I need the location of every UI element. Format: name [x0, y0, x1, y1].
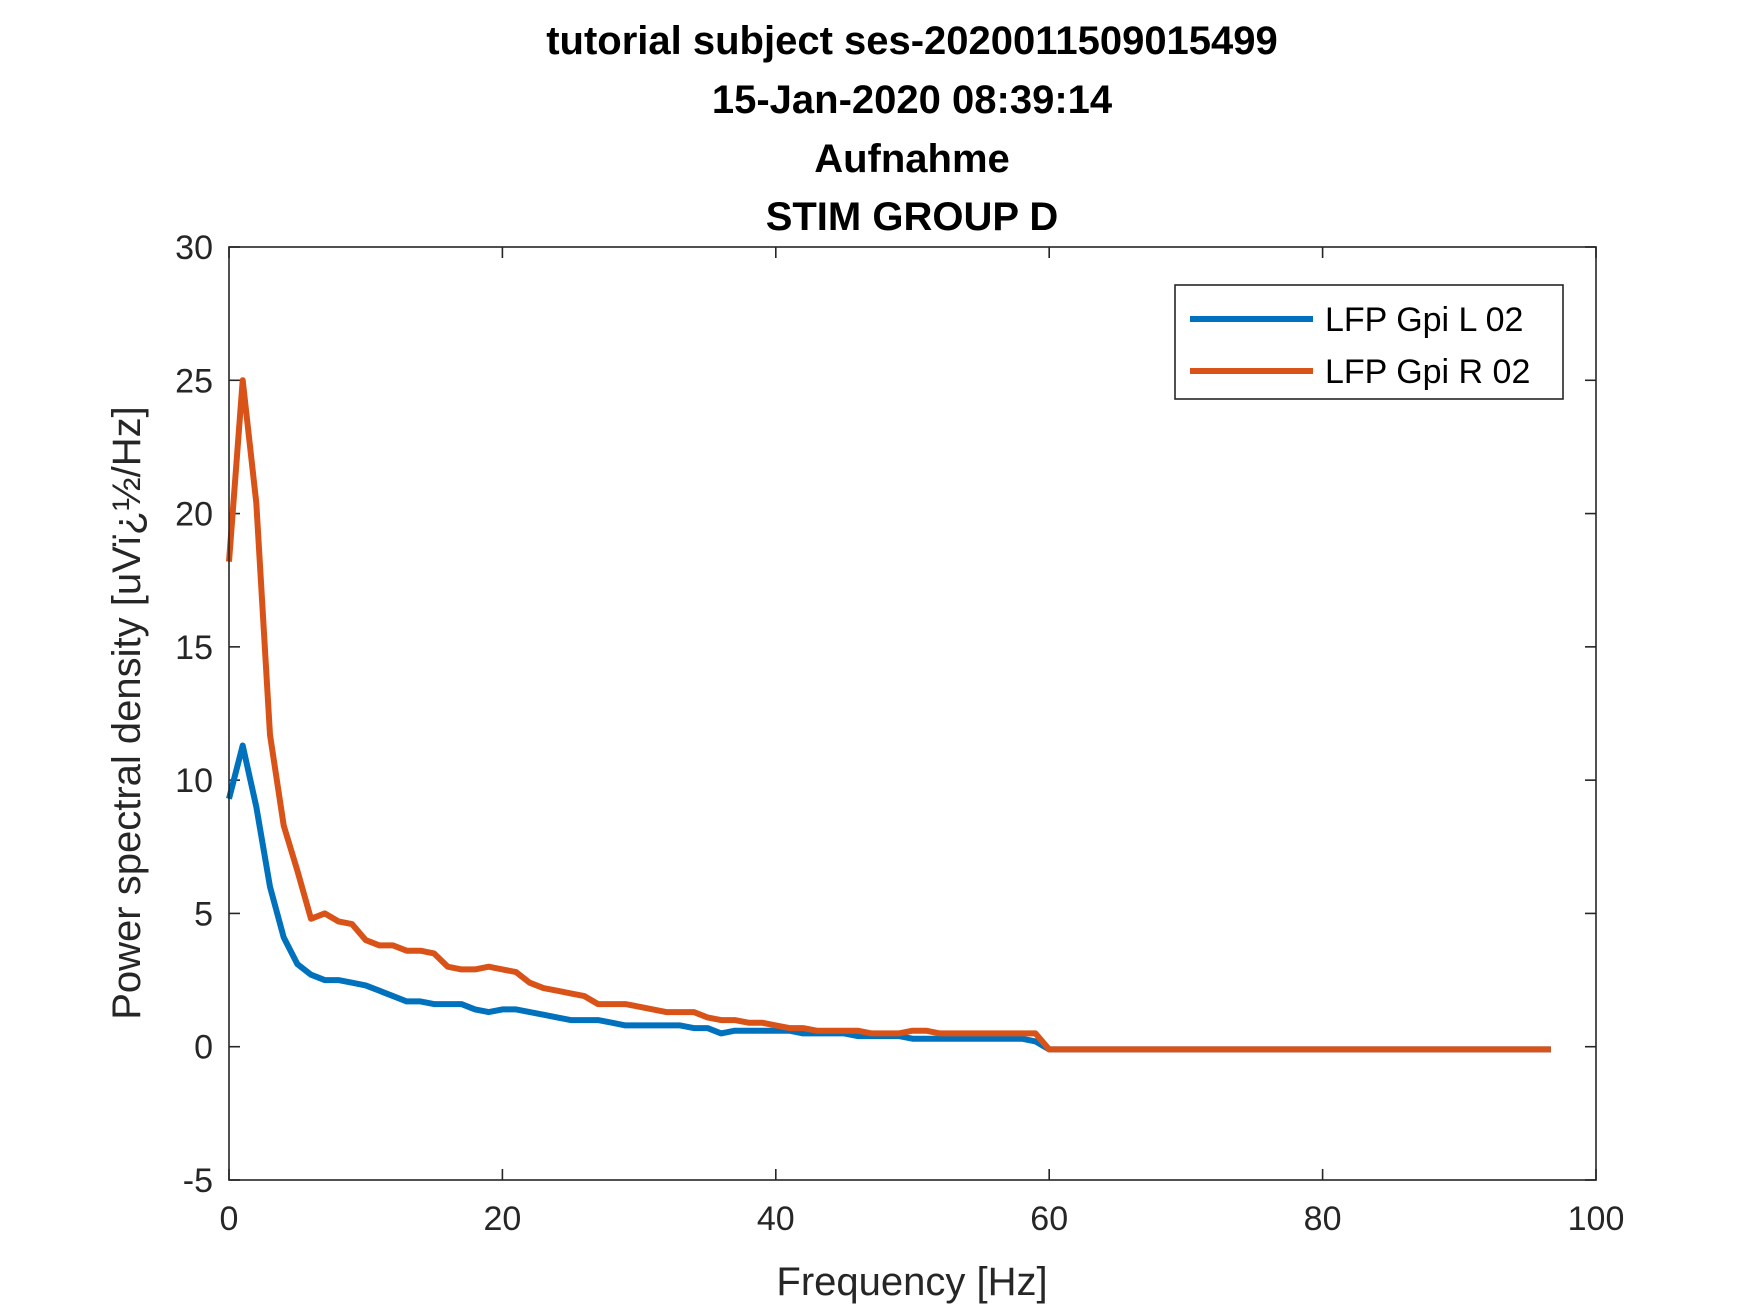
y-tick-label: 10 — [175, 762, 213, 800]
legend-label-1: LFP Gpi L 02 — [1325, 301, 1523, 339]
legend-box — [1174, 284, 1564, 400]
x-tick-label: 0 — [220, 1200, 239, 1238]
axes-frame — [228, 246, 1597, 1181]
y-tick-label: 25 — [175, 362, 213, 400]
x-tick-label: 40 — [757, 1200, 795, 1238]
x-tick-label: 20 — [483, 1200, 521, 1238]
y-tick-label: -5 — [183, 1162, 213, 1200]
x-tick-label: 100 — [1568, 1200, 1625, 1238]
y-tick-label: 30 — [175, 229, 213, 267]
series-line-2 — [226, 377, 1551, 1053]
y-axis-label: Power spectral density [uVï¿½/Hz] — [105, 406, 149, 1020]
y-tick-label: 0 — [194, 1029, 213, 1067]
chart-title-line-4: STIM GROUP D — [766, 195, 1059, 239]
x-tick-label: 60 — [1030, 1200, 1068, 1238]
legend: LFP Gpi L 02 LFP Gpi R 02 — [1174, 284, 1564, 400]
series-line-1 — [226, 742, 1551, 1053]
x-tick-label: 80 — [1304, 1200, 1342, 1238]
chart-title-line-2: 15-Jan-2020 08:39:14 — [712, 78, 1113, 122]
series-lines — [226, 377, 1551, 1053]
chart-title-line-1: tutorial subject ses-2020011509015499 — [546, 19, 1278, 63]
chart-title: tutorial subject ses-2020011509015499 15… — [546, 19, 1278, 239]
y-tick-label: 20 — [175, 496, 213, 534]
plot-area — [229, 247, 1596, 1180]
chart-title-line-3: Aufnahme — [814, 137, 1010, 181]
legend-label-2: LFP Gpi R 02 — [1325, 353, 1530, 391]
y-tick-label: 5 — [194, 895, 213, 933]
y-tick-label: 15 — [175, 629, 213, 667]
x-axis-label: Frequency [Hz] — [776, 1260, 1047, 1304]
